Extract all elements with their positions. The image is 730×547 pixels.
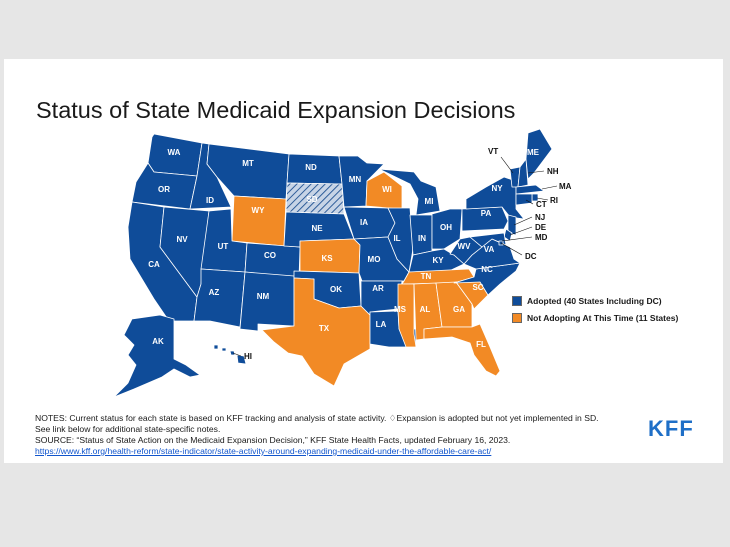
label-HI: HI xyxy=(244,352,252,361)
state-AZ xyxy=(193,268,246,328)
state-NY xyxy=(465,176,525,220)
label-OK: OK xyxy=(330,285,342,294)
label-DE: DE xyxy=(535,223,547,232)
label-NY: NY xyxy=(491,184,503,193)
label-OH: OH xyxy=(440,223,452,232)
state-ME xyxy=(525,128,553,180)
label-SC: SC xyxy=(472,283,483,292)
state-AK xyxy=(113,314,201,398)
kff-logo: KFF xyxy=(648,416,694,441)
label-VA: VA xyxy=(484,245,495,254)
state-MI xyxy=(378,168,441,216)
state-TX xyxy=(261,277,371,387)
label-NC: NC xyxy=(481,265,493,274)
label-MN: MN xyxy=(349,175,362,184)
label-CA: CA xyxy=(148,260,160,269)
label-WI: WI xyxy=(382,185,392,194)
notes: NOTES: Current status for each state is … xyxy=(35,413,635,457)
state-NJ xyxy=(507,214,517,236)
label-GA: GA xyxy=(453,305,465,314)
label-TN: TN xyxy=(421,272,432,281)
source-line: SOURCE: “Status of State Action on the M… xyxy=(35,435,511,445)
state-GA xyxy=(435,281,473,328)
state-FL xyxy=(423,323,501,377)
state-WV xyxy=(449,236,483,265)
label-NH: NH xyxy=(547,167,559,176)
state-NM xyxy=(239,271,295,332)
callout-lines xyxy=(232,156,558,357)
label-OR: OR xyxy=(158,185,170,194)
label-NJ: NJ xyxy=(535,213,545,222)
label-MS: MS xyxy=(394,305,407,314)
label-IA: IA xyxy=(360,218,368,227)
label-SD: SD xyxy=(306,195,317,204)
label-AZ: AZ xyxy=(209,288,220,297)
notes-line-2: See link below for additional state-spec… xyxy=(35,424,221,434)
state-WY xyxy=(231,195,287,247)
label-ND: ND xyxy=(305,163,317,172)
state-MA xyxy=(515,184,545,195)
label-RI: RI xyxy=(550,196,558,205)
state-DE xyxy=(503,228,513,242)
label-NE: NE xyxy=(311,224,323,233)
label-ID: ID xyxy=(206,196,214,205)
label-NV: NV xyxy=(176,235,188,244)
label-MA: MA xyxy=(559,182,572,191)
label-CO: CO xyxy=(264,251,276,260)
legend-adopted-label: Adopted (40 States Including DC) xyxy=(527,295,662,306)
label-KY: KY xyxy=(432,256,444,265)
label-WY: WY xyxy=(252,206,266,215)
label-MT: MT xyxy=(242,159,254,168)
slide: Status of State Medicaid Expansion Decis… xyxy=(4,59,723,463)
label-MO: MO xyxy=(368,255,381,264)
source-link[interactable]: https://www.kff.org/health-reform/state-… xyxy=(35,446,492,456)
label-IN: IN xyxy=(418,234,426,243)
label-IL: IL xyxy=(393,234,400,243)
label-TX: TX xyxy=(319,324,330,333)
notes-line-1: NOTES: Current status for each state is … xyxy=(35,413,599,423)
us-map: WA OR CA ID NV MT WY UT AZ CO NM ND SD N… xyxy=(113,128,572,398)
legend-not-adopting-swatch xyxy=(512,312,522,323)
page-title: Status of State Medicaid Expansion Decis… xyxy=(36,97,516,123)
label-PA: PA xyxy=(481,209,492,218)
label-KS: KS xyxy=(321,254,333,263)
label-MI: MI xyxy=(425,197,434,206)
state-labels: WA OR CA ID NV MT WY UT AZ CO NM ND SD N… xyxy=(148,147,571,361)
label-VT: VT xyxy=(488,147,498,156)
legend-not-adopting-label: Not Adopting At This Time (11 States) xyxy=(527,312,679,323)
label-CT: CT xyxy=(536,200,547,209)
legend-adopted-swatch xyxy=(512,295,522,306)
label-NM: NM xyxy=(257,292,270,301)
legend: Adopted (40 States Including DC) Not Ado… xyxy=(512,292,678,326)
label-MD: MD xyxy=(535,233,548,242)
state-CT xyxy=(515,193,533,206)
label-AR: AR xyxy=(372,284,384,293)
label-DC: DC xyxy=(525,252,537,261)
legend-adopted: Adopted (40 States Including DC) xyxy=(512,292,678,309)
label-ME: ME xyxy=(527,148,540,157)
label-AL: AL xyxy=(420,305,431,314)
legend-not-adopting: Not Adopting At This Time (11 States) xyxy=(512,309,678,326)
label-FL: FL xyxy=(476,340,486,349)
label-WA: WA xyxy=(168,148,181,157)
label-LA: LA xyxy=(376,320,387,329)
state-NC xyxy=(453,262,521,296)
label-UT: UT xyxy=(218,242,229,251)
label-WV: WV xyxy=(458,242,472,251)
label-AK: AK xyxy=(152,337,164,346)
state-NH xyxy=(517,158,529,188)
state-HI xyxy=(213,344,247,365)
